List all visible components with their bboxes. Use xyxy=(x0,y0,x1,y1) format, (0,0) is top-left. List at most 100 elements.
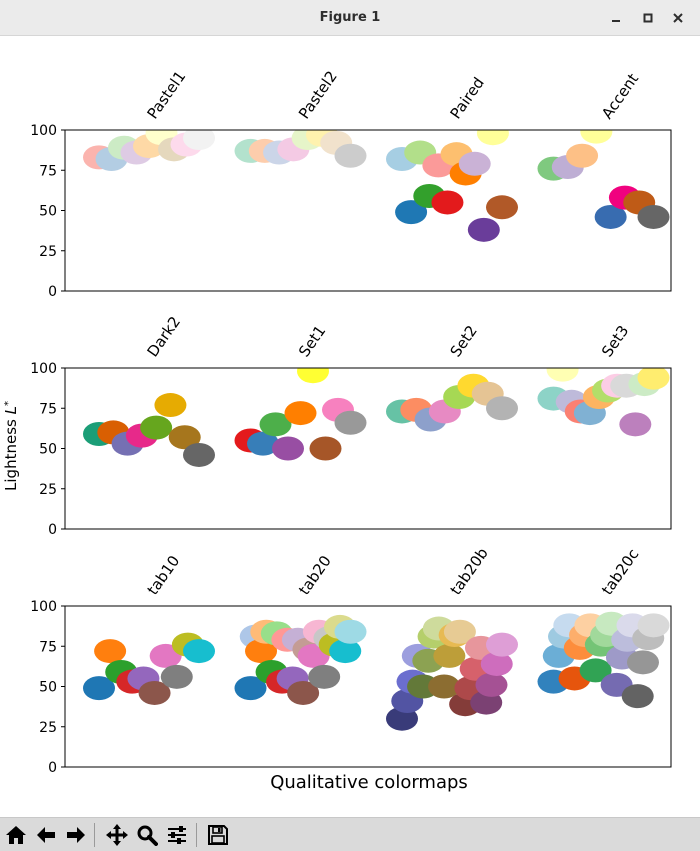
toolbar-separator xyxy=(94,823,95,847)
y-axis-label-text: Lightness xyxy=(2,414,20,491)
data-point xyxy=(245,639,278,664)
y-tick-label: 75 xyxy=(39,639,57,655)
y-tick-label: 50 xyxy=(39,442,57,458)
data-point xyxy=(334,410,367,435)
data-point xyxy=(140,415,173,440)
data-point xyxy=(637,613,670,638)
minimize-icon xyxy=(612,20,620,22)
window-title: Figure 1 xyxy=(319,10,381,25)
data-point xyxy=(433,643,466,668)
data-point xyxy=(234,676,267,701)
pan-button[interactable] xyxy=(104,822,130,848)
data-point xyxy=(431,190,464,215)
subplot-2: Dark2 Set1 Set2 Set3 0 25 50 75 100 xyxy=(30,313,672,538)
y-tick-label: 100 xyxy=(30,599,57,615)
points xyxy=(83,611,670,731)
data-point xyxy=(334,619,367,644)
data-point xyxy=(308,664,341,689)
y-tick-label: 25 xyxy=(39,720,57,736)
y-tick-label: 0 xyxy=(48,522,57,538)
y-axis-label: Lightness L* xyxy=(2,401,20,491)
data-point xyxy=(329,639,362,664)
zoom-button[interactable] xyxy=(134,822,160,848)
configure-subplots-button[interactable] xyxy=(164,822,190,848)
data-point xyxy=(428,674,461,699)
colormap-label: Accent xyxy=(598,70,642,122)
data-point xyxy=(626,650,659,675)
data-point xyxy=(486,195,518,220)
colormap-label: Paired xyxy=(447,74,488,122)
colormap-label: Dark2 xyxy=(144,313,185,360)
colormap-label: Set1 xyxy=(295,322,329,360)
data-point xyxy=(160,664,193,689)
points xyxy=(83,368,670,467)
data-point xyxy=(443,619,476,644)
colormap-label: tab20 xyxy=(295,552,335,598)
maximize-button[interactable] xyxy=(639,9,657,27)
data-point xyxy=(580,130,613,144)
data-point xyxy=(272,436,304,461)
sliders-icon xyxy=(168,826,186,844)
data-point xyxy=(309,436,342,461)
forward-button[interactable] xyxy=(63,822,89,848)
data-point xyxy=(183,639,215,664)
subplot-3: tab10 tab20 tab20b tab20c 0 25 50 75 100 xyxy=(30,544,672,776)
y-tick-label: 75 xyxy=(39,163,57,179)
data-point xyxy=(546,368,579,382)
data-point xyxy=(334,143,367,168)
data-point xyxy=(138,680,171,705)
data-point xyxy=(619,412,652,437)
save-button[interactable] xyxy=(205,822,231,848)
minimize-button[interactable] xyxy=(607,9,625,27)
data-point xyxy=(467,217,500,242)
figure-svg: Pastel1 Pastel2 Paired Accent0255075100Dark… xyxy=(2,68,672,793)
data-point xyxy=(579,658,612,683)
colormap-label: Pastel2 xyxy=(295,68,341,123)
back-arrow-icon xyxy=(37,827,55,843)
maximize-icon xyxy=(643,13,653,23)
colormap-label: Pastel1 xyxy=(144,68,190,123)
y-tick-label: 0 xyxy=(48,760,57,776)
data-point xyxy=(94,639,127,664)
close-button[interactable] xyxy=(669,9,687,27)
subplot-1: Pastel1 Pastel2 Paired Accent 0 25 50 75 100 xyxy=(30,68,672,300)
data-point xyxy=(621,684,654,709)
colormap-label: Set2 xyxy=(447,322,481,360)
data-point xyxy=(486,632,518,657)
points xyxy=(83,130,670,242)
y-tick-label: 75 xyxy=(39,401,57,417)
data-point xyxy=(284,401,317,426)
data-point xyxy=(395,200,428,225)
data-point xyxy=(476,130,509,146)
figure-canvas[interactable]: Pastel1 Pastel2 Paired Accent 0 25 50 75 100 Dark… xyxy=(0,36,700,817)
home-button[interactable] xyxy=(3,822,29,848)
data-point xyxy=(566,143,599,168)
data-point xyxy=(247,431,279,456)
forward-arrow-icon xyxy=(67,827,85,843)
data-point xyxy=(458,151,491,176)
data-point xyxy=(287,680,320,705)
data-point xyxy=(486,396,518,421)
data-point xyxy=(168,425,201,450)
data-point xyxy=(637,204,670,229)
y-tick-label: 25 xyxy=(39,482,57,498)
y-tick-label: 100 xyxy=(30,361,57,377)
back-button[interactable] xyxy=(33,822,59,848)
y-tick-label: 0 xyxy=(48,284,57,300)
y-tick-label: 50 xyxy=(39,680,57,696)
subplots: Pastel1 Pastel2 Paired Accent0255075100Dark… xyxy=(30,68,672,776)
colormap-label: tab10 xyxy=(144,552,184,598)
data-point xyxy=(259,412,292,437)
window-titlebar: Figure 1 xyxy=(0,0,700,36)
colormap-label: tab20c xyxy=(598,545,643,598)
data-point xyxy=(297,368,329,384)
data-point xyxy=(480,651,513,676)
colormap-label: Set3 xyxy=(598,322,632,360)
colormap-label: tab20b xyxy=(447,544,492,598)
y-axis-label-superscript: * xyxy=(3,401,14,406)
x-axis-label: Qualitative colormaps xyxy=(270,772,468,793)
zoom-icon xyxy=(137,825,158,846)
home-icon xyxy=(6,826,26,844)
data-point xyxy=(637,368,670,390)
y-axis-label-symbol: L xyxy=(2,406,20,414)
